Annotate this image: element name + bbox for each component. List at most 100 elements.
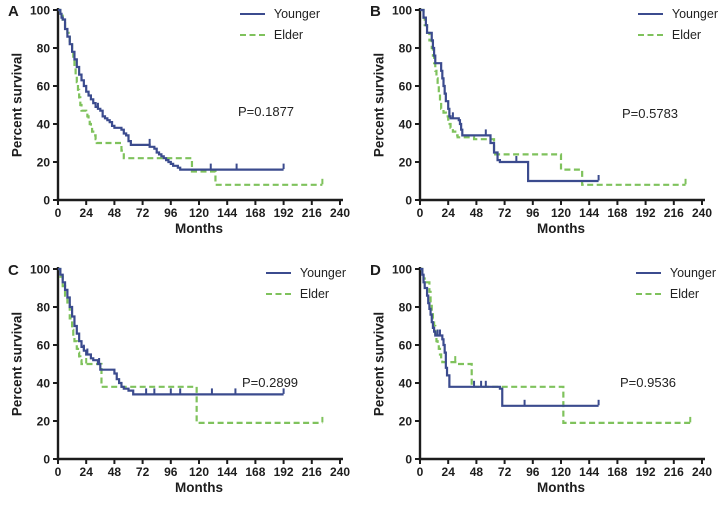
svg-text:72: 72 — [136, 465, 150, 479]
legend-label: Younger — [299, 266, 346, 280]
km-plot-C: 0 24 48 72 96 120 144 168 192 216 240 0 20 40 60 80 100 — [30, 263, 350, 480]
svg-text:40: 40 — [37, 118, 51, 132]
km-plot-A: 0 24 48 72 96 120 144 168 192 216 240 0 20 40 60 80 100 — [30, 4, 350, 221]
svg-text:48: 48 — [470, 206, 484, 220]
legend-item-elder: Elder — [265, 287, 346, 301]
elder-line-key — [637, 34, 663, 36]
svg-text:40: 40 — [399, 118, 413, 132]
svg-text:0: 0 — [55, 465, 62, 479]
legend: Younger Elder — [635, 266, 716, 301]
svg-text:144: 144 — [579, 465, 599, 479]
svg-text:0: 0 — [43, 453, 50, 467]
svg-text:24: 24 — [80, 206, 94, 220]
elder-line-key — [635, 293, 661, 295]
x-axis-title: Months — [175, 221, 223, 236]
svg-text:72: 72 — [136, 206, 150, 220]
p-value: P=0.1877 — [238, 104, 295, 119]
svg-text:144: 144 — [579, 206, 599, 220]
svg-text:20: 20 — [399, 415, 413, 429]
legend-item-younger: Younger — [635, 266, 716, 280]
svg-text:24: 24 — [442, 465, 456, 479]
svg-text:100: 100 — [392, 263, 412, 277]
svg-text:80: 80 — [37, 42, 51, 56]
svg-text:144: 144 — [217, 206, 237, 220]
svg-text:192: 192 — [274, 465, 294, 479]
panel-A: 0 24 48 72 96 120 144 168 192 216 240 0 20 40 60 80 100 … — [0, 0, 362, 259]
svg-text:0: 0 — [405, 453, 412, 467]
svg-text:72: 72 — [498, 206, 512, 220]
y-axis-title: Percent survival — [9, 52, 25, 158]
svg-text:96: 96 — [164, 206, 178, 220]
legend-item-younger: Younger — [239, 7, 320, 21]
svg-text:0: 0 — [417, 206, 424, 220]
svg-text:96: 96 — [526, 465, 540, 479]
panel-D: 0 24 48 72 96 120 144 168 192 216 240 0 20 40 60 80 100 … — [362, 259, 724, 518]
svg-text:60: 60 — [399, 339, 413, 353]
svg-text:192: 192 — [274, 206, 294, 220]
elder-line-key — [239, 34, 265, 36]
svg-text:40: 40 — [399, 377, 413, 391]
svg-text:100: 100 — [30, 4, 50, 18]
panel-B: 0 24 48 72 96 120 144 168 192 216 240 0 20 40 60 80 100 … — [362, 0, 724, 259]
svg-text:80: 80 — [399, 42, 413, 56]
svg-text:192: 192 — [636, 465, 656, 479]
panel-letter: D — [370, 262, 381, 279]
svg-text:48: 48 — [108, 206, 122, 220]
legend-label: Elder — [669, 287, 700, 301]
legend-item-younger: Younger — [265, 266, 346, 280]
svg-text:48: 48 — [470, 465, 484, 479]
panel-letter: B — [370, 3, 381, 20]
svg-text:0: 0 — [55, 206, 62, 220]
younger-line-key — [635, 272, 661, 274]
p-value: P=0.9536 — [620, 375, 677, 390]
svg-text:80: 80 — [399, 301, 413, 315]
y-axis-title: Percent survival — [9, 311, 25, 417]
svg-text:120: 120 — [551, 465, 571, 479]
svg-text:240: 240 — [330, 206, 350, 220]
svg-text:80: 80 — [37, 301, 51, 315]
x-axis-title: Months — [537, 480, 585, 495]
svg-text:96: 96 — [526, 206, 540, 220]
svg-text:20: 20 — [37, 156, 51, 170]
legend-item-elder: Elder — [635, 287, 716, 301]
y-axis-title: Percent survival — [371, 311, 387, 417]
legend-label: Younger — [669, 266, 716, 280]
svg-text:216: 216 — [664, 206, 684, 220]
svg-text:168: 168 — [245, 465, 265, 479]
legend-label: Elder — [299, 287, 330, 301]
svg-text:72: 72 — [498, 465, 512, 479]
p-value: P=0.5783 — [622, 106, 679, 121]
svg-text:168: 168 — [607, 206, 627, 220]
svg-text:24: 24 — [80, 465, 94, 479]
svg-text:60: 60 — [37, 80, 51, 94]
legend-label: Elder — [671, 28, 702, 42]
panel-letter: A — [8, 3, 19, 20]
svg-text:60: 60 — [37, 339, 51, 353]
svg-text:120: 120 — [189, 206, 209, 220]
svg-text:192: 192 — [636, 206, 656, 220]
legend-item-younger: Younger — [637, 7, 718, 21]
legend-label: Elder — [273, 28, 304, 42]
svg-text:0: 0 — [405, 194, 412, 208]
svg-text:240: 240 — [692, 206, 712, 220]
younger-line-key — [265, 272, 291, 274]
legend-label: Younger — [273, 7, 320, 21]
younger-line-key — [637, 13, 663, 15]
p-value: P=0.2899 — [242, 375, 299, 390]
legend: Younger Elder — [265, 266, 346, 301]
svg-text:216: 216 — [664, 465, 684, 479]
svg-text:96: 96 — [164, 465, 178, 479]
svg-text:0: 0 — [43, 194, 50, 208]
svg-text:216: 216 — [302, 465, 322, 479]
svg-text:168: 168 — [245, 206, 265, 220]
svg-text:100: 100 — [30, 263, 50, 277]
svg-text:48: 48 — [108, 465, 122, 479]
svg-text:60: 60 — [399, 80, 413, 94]
elder-line-key — [265, 293, 291, 295]
svg-text:120: 120 — [551, 206, 571, 220]
svg-text:0: 0 — [417, 465, 424, 479]
x-axis-title: Months — [537, 221, 585, 236]
svg-text:20: 20 — [399, 156, 413, 170]
legend-item-elder: Elder — [637, 28, 718, 42]
